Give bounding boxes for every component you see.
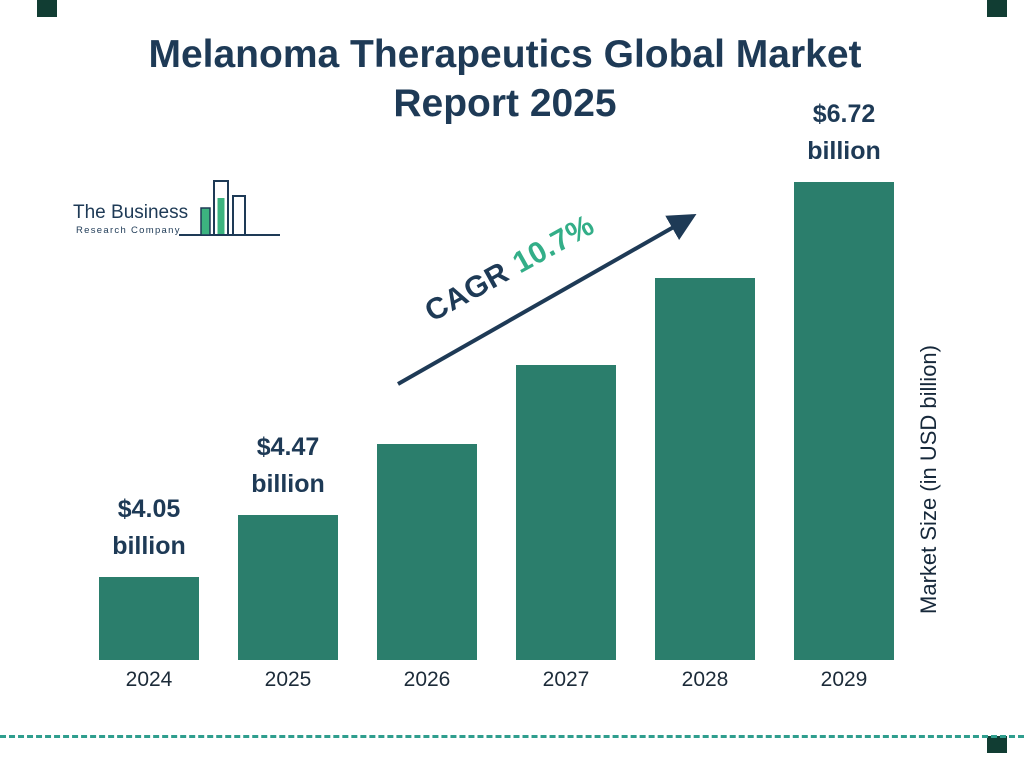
logo-name-text: The Business <box>73 202 188 223</box>
bar-value-unit: billion <box>112 532 186 560</box>
bar-2026 <box>377 444 477 660</box>
bar-2029 <box>794 182 894 660</box>
bar-column-2028 <box>655 140 755 660</box>
corner-square-top-right <box>987 0 1007 17</box>
bar-2028 <box>655 278 755 660</box>
logo-bar-chart-icon: The Business Research Company <box>73 180 280 236</box>
x-axis-label-2029: 2029 <box>820 668 868 691</box>
x-axis-label-2028: 2028 <box>681 668 729 691</box>
x-axis-labels: 2024 2025 2026 2027 2028 2029 <box>99 668 894 692</box>
page-title-line1: Melanoma Therapeutics Global Market <box>148 33 862 76</box>
bar-column-2027 <box>516 140 616 660</box>
bar-column-2025: $4.47 billion <box>238 140 338 660</box>
x-axis-label-2026: 2026 <box>403 668 451 691</box>
bar-column-2029: $6.72 billion <box>794 100 894 660</box>
logo-bar-medium <box>232 195 246 236</box>
bar-value-amount: $6.72 <box>812 100 876 128</box>
bar-value-unit: billion <box>251 470 325 498</box>
bar-value-label-2029: $6.72 billion <box>774 96 914 170</box>
bottom-dashed-line <box>0 735 1024 738</box>
x-axis-label-2024: 2024 <box>125 668 173 691</box>
y-axis-label: Market Size (in USD billion) <box>916 345 941 614</box>
bar-2027 <box>516 365 616 660</box>
page-title-line2: Report 2025 <box>393 82 617 125</box>
bar-value-amount: $4.47 <box>256 433 320 461</box>
corner-square-top-left <box>37 0 57 17</box>
bar-column-2026 <box>377 140 477 660</box>
x-axis-label-2025: 2025 <box>264 668 312 691</box>
bar-column-2024: $4.05 billion <box>99 140 199 660</box>
logo-subname-text: Research Company <box>76 225 181 236</box>
bar-2024 <box>99 577 199 660</box>
corner-square-bottom-right <box>987 736 1007 753</box>
bar-value-label-2024: $4.05 billion <box>79 491 219 565</box>
bar-2025 <box>238 515 338 660</box>
company-logo: The Business Research Company <box>73 178 288 244</box>
bar-chart: $4.05 billion $4.47 billion $6.72 billion <box>99 100 894 660</box>
logo-bar-tall-fill <box>217 198 225 234</box>
page-title: Melanoma Therapeutics Global Market Repo… <box>125 30 885 128</box>
logo-bar-small <box>200 207 211 236</box>
bar-value-label-2025: $4.47 billion <box>218 429 358 503</box>
x-axis-label-2027: 2027 <box>542 668 590 691</box>
bar-value-amount: $4.05 <box>117 495 181 523</box>
bar-value-unit: billion <box>807 137 881 165</box>
